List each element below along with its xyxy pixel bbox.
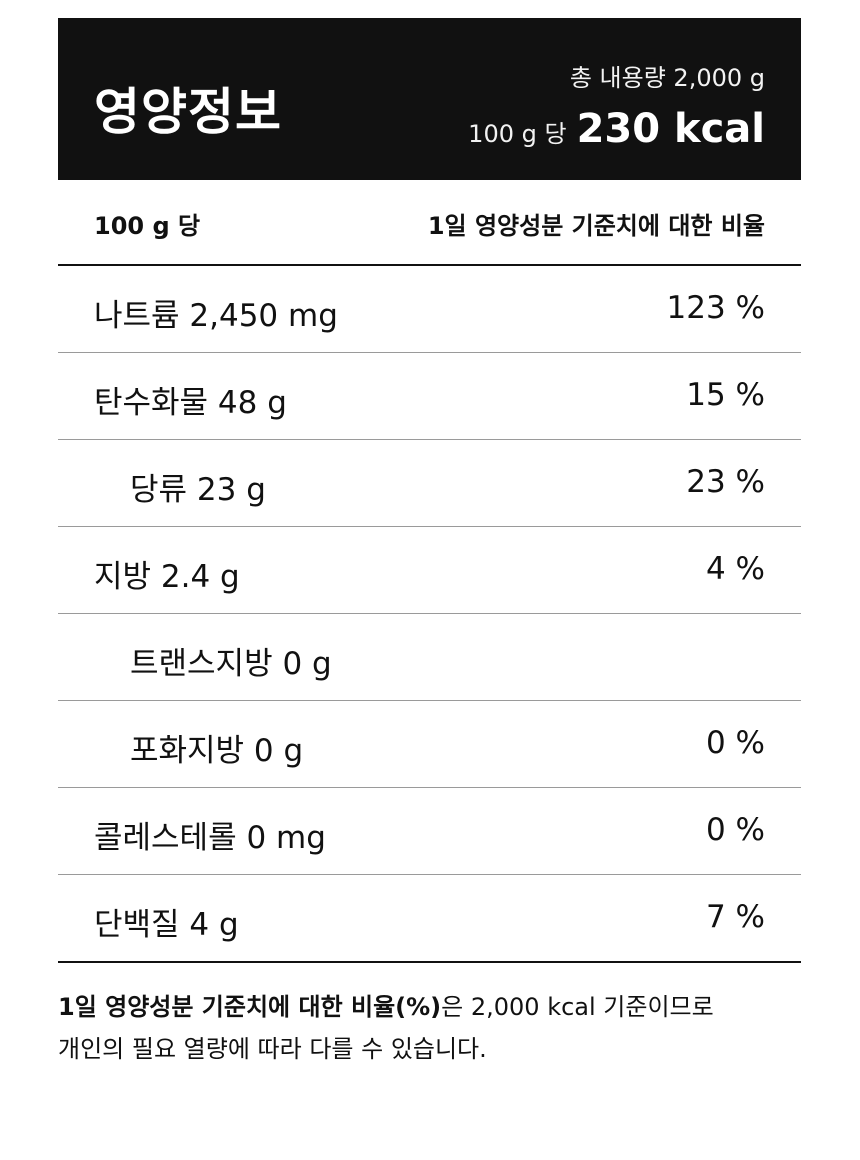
- column-header: 100 g 당 1일 영양성분 기준치에 대한 비율: [58, 180, 801, 266]
- nutrient-name: 단백질 4 g: [94, 907, 239, 943]
- nutrient-name: 지방 2.4 g: [94, 559, 240, 595]
- nutrient-row-trans-fat: 트랜스지방 0 g: [58, 614, 801, 701]
- nutrient-percent: 0 %: [705, 812, 765, 848]
- footnote-line-2: 개인의 필요 열량에 따라 다를 수 있습니다.: [58, 1035, 487, 1063]
- nutrient-row-saturated-fat: 포화지방 0 g 0 %: [58, 701, 801, 788]
- nutrient-percent: 4 %: [705, 551, 765, 587]
- nutrition-title: 영양정보: [94, 83, 282, 141]
- nutrient-row-protein: 단백질 4 g 7 %: [58, 875, 801, 963]
- nutrient-row-sugars: 당류 23 g 23 %: [58, 440, 801, 527]
- nutrient-percent: 7 %: [705, 899, 765, 935]
- nutrition-label: 영양정보 총 내용량 2,000 g 100 g 당 230 kcal 100 …: [58, 18, 801, 963]
- calories-value: 230 kcal: [576, 106, 765, 152]
- column-header-amount: 100 g 당: [94, 212, 201, 240]
- footnote-rest: 은 2,000 kcal 기준이므로: [441, 993, 714, 1021]
- nutrient-row-carbohydrate: 탄수화물 48 g 15 %: [58, 353, 801, 440]
- nutrient-percent: 23 %: [686, 464, 765, 500]
- nutrient-row-sodium: 나트륨 2,450 mg 123 %: [58, 266, 801, 353]
- footnote-bold: 1일 영양성분 기준치에 대한 비율(%): [58, 993, 442, 1021]
- nutrient-name: 콜레스테롤 0 mg: [94, 820, 326, 856]
- nutrient-percent: 123 %: [666, 290, 765, 326]
- footnote: 1일 영양성분 기준치에 대한 비율(%)은 2,000 kcal 기준이므로 …: [58, 986, 801, 1070]
- nutrient-name: 포화지방 0 g: [130, 733, 304, 769]
- per-serving-label: 100 g 당: [468, 120, 567, 148]
- nutrient-percent: 0 %: [705, 725, 765, 761]
- nutrient-row-fat: 지방 2.4 g 4 %: [58, 527, 801, 614]
- nutrient-percent: 15 %: [686, 377, 765, 413]
- nutrient-name: 나트륨 2,450 mg: [94, 298, 338, 334]
- column-header-percent: 1일 영양성분 기준치에 대한 비율: [427, 212, 765, 240]
- nutrient-name: 트랜스지방 0 g: [130, 646, 332, 682]
- calories-per-serving: 100 g 당 230 kcal: [468, 106, 765, 152]
- total-contents: 총 내용량 2,000 g: [569, 64, 765, 92]
- nutrient-name: 당류 23 g: [130, 472, 266, 508]
- nutrient-name: 탄수화물 48 g: [94, 385, 287, 421]
- nutrition-header: 영양정보 총 내용량 2,000 g 100 g 당 230 kcal: [58, 18, 801, 180]
- nutrient-row-cholesterol: 콜레스테롤 0 mg 0 %: [58, 788, 801, 875]
- footnote-line-1: 1일 영양성분 기준치에 대한 비율(%)은 2,000 kcal 기준이므로: [58, 986, 801, 1028]
